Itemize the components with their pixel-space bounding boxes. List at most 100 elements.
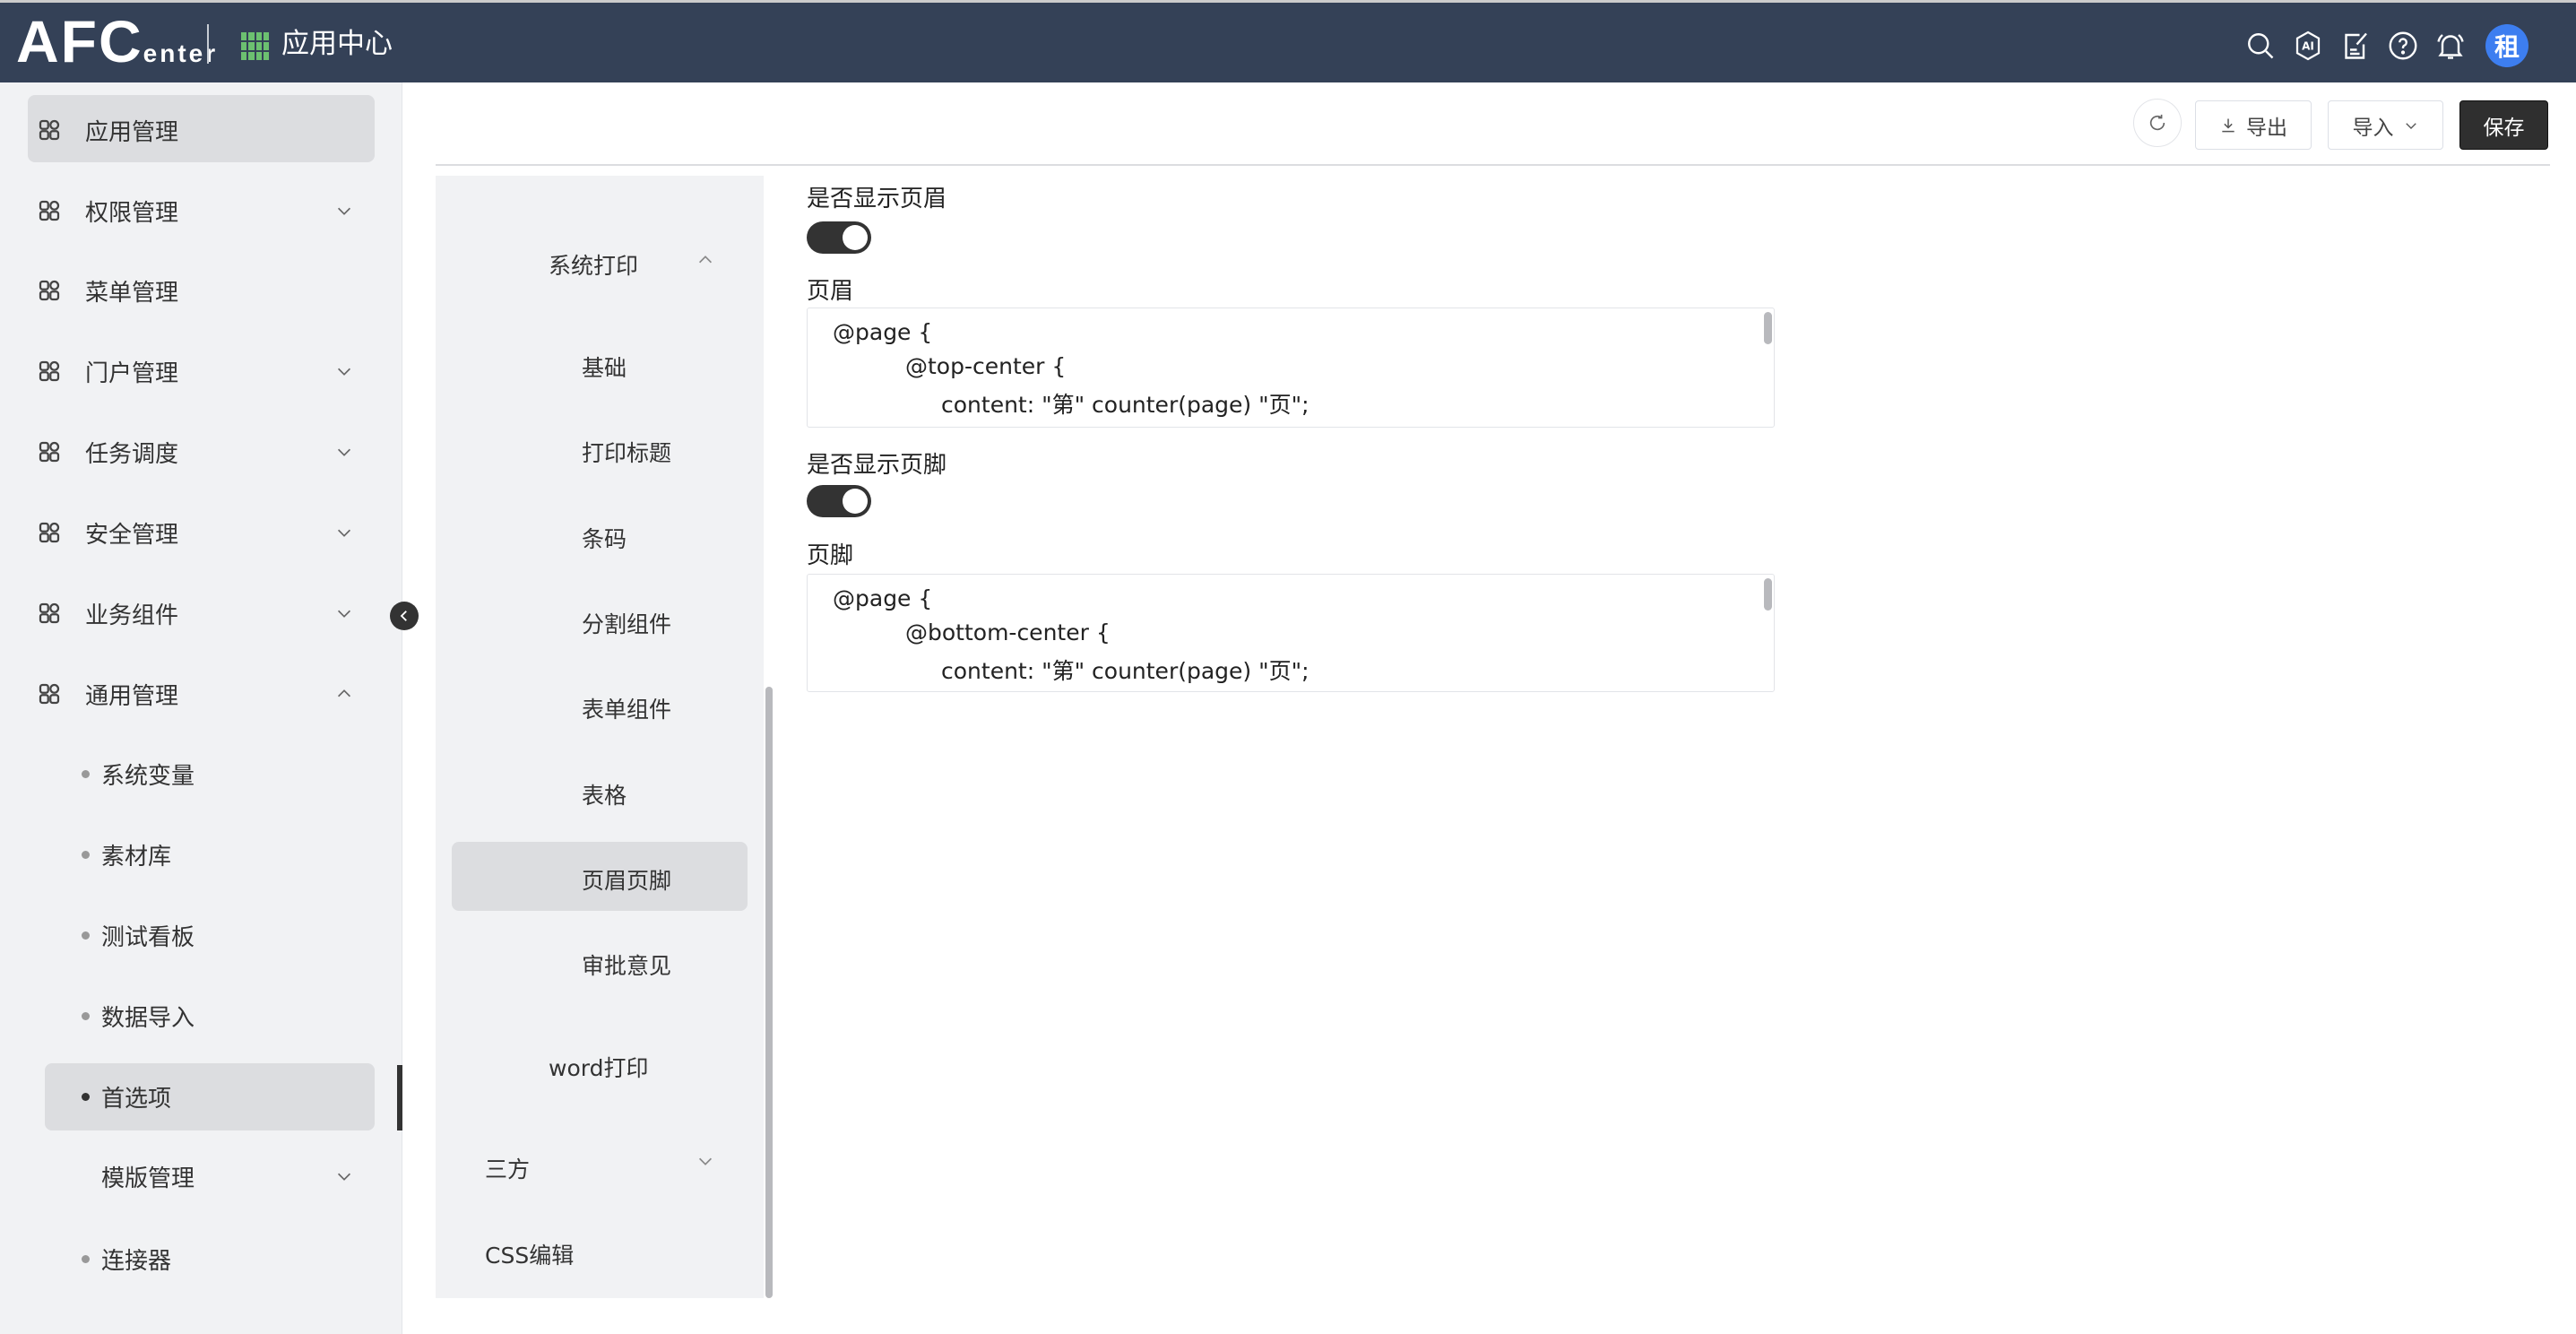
sidebar-item[interactable]: 业务组件: [0, 586, 402, 640]
chevron-up-icon[interactable]: [696, 250, 715, 270]
export-label: 导出: [2246, 116, 2287, 140]
shield-icon: [39, 522, 60, 543]
sidebar-item-label: 安全管理: [85, 521, 179, 549]
sidebar-item-label: 权限管理: [85, 199, 179, 227]
nav-group-label: 系统打印: [549, 253, 639, 279]
active-subitem-bg: [45, 1063, 375, 1130]
sidebar-subitem-label: 模版管理: [101, 1165, 195, 1192]
bell-icon[interactable]: [2434, 30, 2467, 62]
footer-label: 页脚: [807, 542, 854, 569]
refresh-icon: [2149, 114, 2165, 131]
show-header-toggle[interactable]: [807, 221, 871, 254]
user-stamp-icon: [39, 200, 60, 221]
nav-item[interactable]: 基础: [582, 355, 627, 381]
sidebar-item[interactable]: 菜单管理: [0, 264, 402, 317]
sidebar-subitem-label: 素材库: [101, 843, 172, 871]
bullet-icon: [82, 769, 90, 778]
app-grid-icon[interactable]: [241, 32, 269, 60]
nav-item[interactable]: 打印标题: [582, 440, 672, 466]
user-avatar[interactable]: 租: [2485, 24, 2528, 67]
collapse-sidebar-button[interactable]: [390, 602, 419, 630]
chevron-down-icon: [337, 610, 351, 618]
sidebar-item[interactable]: 应用管理: [0, 103, 402, 157]
sidebar-subitem[interactable]: 连接器: [0, 1232, 402, 1286]
show-header-label: 是否显示页眉: [807, 186, 947, 212]
sidebar-subitem[interactable]: 素材库: [0, 827, 402, 881]
robot-icon: [39, 441, 60, 463]
show-footer-toggle[interactable]: [807, 485, 871, 517]
sidebar-item[interactable]: 权限管理: [0, 184, 402, 238]
sidebar-item-label: 门户管理: [85, 359, 179, 387]
code-line: @top-center {: [905, 353, 1067, 379]
save-button[interactable]: 保存: [2459, 100, 2548, 150]
sidebar-subitem-label: 测试看板: [101, 923, 195, 951]
top-header: AFCenter 应用中心 AI 租: [0, 0, 2576, 82]
textarea-scrollbar[interactable]: [1764, 578, 1772, 611]
afcenter-logo[interactable]: AFCenter: [16, 10, 218, 85]
nav-item-word-print[interactable]: word打印: [549, 1055, 649, 1081]
nav-item-css-edit[interactable]: CSS编辑: [485, 1243, 575, 1269]
active-nav-bg: [452, 842, 748, 911]
sidebar-item-label: 任务调度: [85, 440, 179, 468]
sidebar-item[interactable]: 安全管理: [0, 506, 402, 559]
sidebar-item[interactable]: 门户管理: [0, 344, 402, 398]
chevron-down-icon: [337, 1173, 351, 1181]
nav-item[interactable]: 页眉页脚: [582, 868, 672, 894]
sidebar-subitem-label: 数据导入: [101, 1004, 195, 1032]
toolbar-divider: [436, 164, 2550, 166]
nav-item[interactable]: 表单组件: [582, 697, 672, 723]
logo-sub: enter: [143, 39, 219, 67]
download-icon: [2222, 118, 2235, 132]
code-line: @bottom-center {: [905, 619, 1111, 645]
bullet-icon: [82, 1011, 90, 1020]
bullet-icon: [82, 1254, 90, 1263]
footer-css-textarea[interactable]: @page { @bottom-center { content: "第" co…: [807, 574, 1775, 692]
sidebar-subitem-label: 系统变量: [101, 762, 195, 790]
nav-item[interactable]: 表格: [582, 783, 627, 809]
nav-item[interactable]: 条码: [582, 526, 627, 552]
chevron-down-icon: [337, 368, 351, 376]
portal-icon: [39, 360, 60, 382]
bullet-icon: [82, 1092, 90, 1101]
show-footer-label: 是否显示页脚: [807, 452, 947, 479]
nav-scrollbar[interactable]: [765, 687, 773, 1298]
import-dropdown[interactable]: 导入: [2328, 100, 2443, 150]
bullet-icon: [82, 850, 90, 859]
active-indicator: [397, 1065, 402, 1130]
ai-icon[interactable]: AI: [2292, 30, 2324, 62]
sidebar-item[interactable]: 任务调度: [0, 425, 402, 479]
code-line: content: "第" counter(page) "页";: [941, 392, 1310, 418]
code-line: @page {: [833, 319, 933, 345]
logo-main: AFC: [16, 8, 143, 74]
textarea-scrollbar[interactable]: [1764, 312, 1772, 344]
chevron-down-icon[interactable]: [696, 1151, 715, 1171]
settings-icon: [39, 683, 60, 705]
refresh-button[interactable]: [2133, 99, 2182, 147]
sidebar-subitem[interactable]: 数据导入: [0, 989, 402, 1043]
sidebar-subitem[interactable]: 首选项: [0, 1070, 402, 1123]
nav-item[interactable]: 审批意见: [582, 953, 672, 979]
nav-item[interactable]: 分割组件: [582, 611, 672, 637]
nav-group-system-print[interactable]: 系统打印: [549, 248, 638, 281]
svg-text:AI: AI: [2302, 40, 2314, 53]
app-center-title[interactable]: 应用中心: [281, 28, 393, 60]
search-icon[interactable]: [2244, 30, 2277, 62]
export-button[interactable]: 导出: [2195, 100, 2312, 150]
active-item-bg: [28, 95, 375, 162]
header-label: 页眉: [807, 278, 854, 305]
sidebar-item-label: 通用管理: [85, 682, 179, 710]
header-css-textarea[interactable]: @page { @top-center { content: "第" count…: [807, 308, 1775, 428]
header-divider: [207, 24, 209, 64]
chevron-down-icon: [2405, 122, 2416, 129]
help-icon[interactable]: [2387, 30, 2419, 62]
sidebar-subitem[interactable]: 系统变量: [0, 747, 402, 801]
sidebar: 应用管理权限管理菜单管理门户管理任务调度安全管理业务组件通用管理系统变量素材库测…: [0, 82, 402, 1334]
sidebar-subitem[interactable]: 模版管理: [0, 1149, 402, 1203]
sidebar-item[interactable]: 通用管理: [0, 667, 402, 721]
nav-item-third-party[interactable]: 三方: [485, 1156, 531, 1182]
sidebar-subitem-label: 连接器: [101, 1247, 172, 1275]
chevron-up-icon: [337, 689, 351, 697]
import-label: 导入: [2352, 116, 2394, 140]
edit-note-icon[interactable]: [2339, 30, 2372, 62]
sidebar-subitem[interactable]: 测试看板: [0, 908, 402, 962]
